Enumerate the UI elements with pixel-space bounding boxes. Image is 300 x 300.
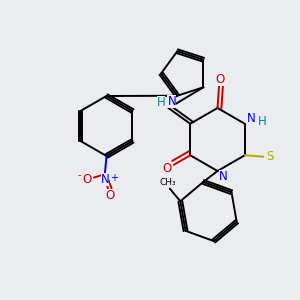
Text: O: O	[216, 73, 225, 86]
Text: +: +	[110, 173, 118, 183]
Text: N: N	[219, 170, 228, 183]
Text: O: O	[82, 173, 91, 186]
Text: N: N	[247, 112, 256, 125]
Text: -: -	[78, 169, 81, 180]
Text: H: H	[258, 115, 267, 128]
Text: O: O	[163, 162, 172, 175]
Text: CH₃: CH₃	[159, 178, 176, 187]
Text: N: N	[167, 95, 176, 108]
Text: N: N	[100, 172, 109, 186]
Text: H: H	[157, 96, 166, 109]
Text: S: S	[266, 150, 274, 163]
Text: O: O	[105, 189, 114, 202]
